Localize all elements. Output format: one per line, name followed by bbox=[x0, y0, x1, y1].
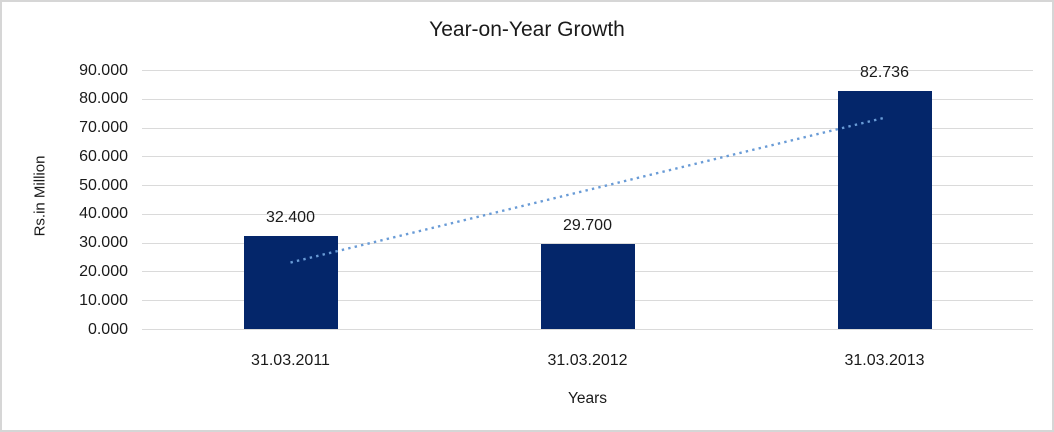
y-tick-label: 0.000 bbox=[87, 320, 128, 338]
chart-title: Year-on-Year Growth bbox=[429, 18, 625, 41]
bar-value-label: 82.736 bbox=[860, 63, 909, 81]
y-tick-label: 10.000 bbox=[79, 291, 128, 309]
y-tick-label: 90.000 bbox=[79, 61, 128, 79]
bar-31.03.2012 bbox=[540, 243, 635, 329]
y-tick-label: 50.000 bbox=[79, 176, 128, 194]
bar-value-label: 32.400 bbox=[266, 208, 315, 226]
trendline bbox=[290, 116, 885, 264]
x-category-label: 31.03.2012 bbox=[547, 352, 628, 369]
y-tick-label: 40.000 bbox=[79, 205, 128, 223]
y-tick-label: 70.000 bbox=[79, 119, 128, 137]
y-tick-label: 80.000 bbox=[79, 90, 128, 108]
bar-31.03.2011 bbox=[243, 235, 338, 329]
gridline bbox=[142, 99, 1033, 100]
x-category-label: 31.03.2011 bbox=[251, 352, 330, 369]
bar-value-label: 29.700 bbox=[563, 216, 612, 234]
x-category-label: 31.03.2013 bbox=[844, 352, 925, 369]
y-tick-label: 30.000 bbox=[79, 234, 128, 252]
y-axis-title: Rs.in Million bbox=[31, 155, 49, 237]
y-tick-label: 60.000 bbox=[79, 147, 128, 165]
gridline bbox=[142, 70, 1033, 71]
x-axis-title: Years bbox=[567, 390, 608, 407]
gridline bbox=[142, 329, 1033, 330]
bar-31.03.2013 bbox=[837, 90, 932, 329]
y-tick-label: 20.000 bbox=[79, 262, 128, 280]
